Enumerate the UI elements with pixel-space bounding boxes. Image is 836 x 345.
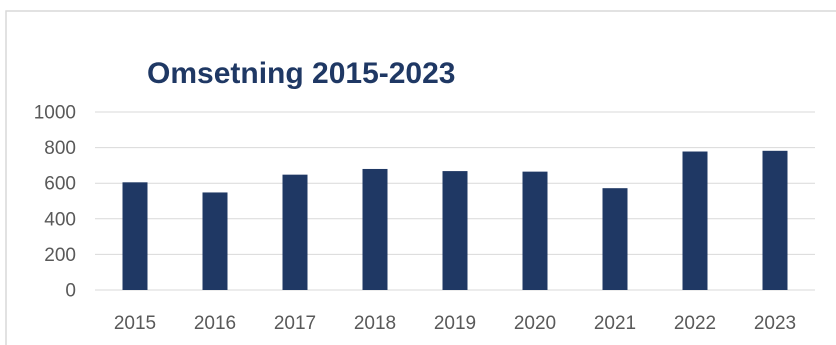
- x-axis-tick-labels: 2015 2016 2017 2018 2019 2020 2021 2022 2023: [114, 313, 796, 334]
- bars: [122, 150, 788, 290]
- y-tick-label: 600: [44, 174, 76, 195]
- y-tick-label: 1000: [34, 103, 76, 124]
- chart-title: Omsetning 2015-2023: [147, 57, 455, 90]
- y-tick-label: 800: [44, 138, 76, 159]
- bar-2022: [682, 151, 708, 290]
- bar-2023: [762, 150, 788, 290]
- bar-2017: [282, 174, 308, 290]
- y-tick-label: 400: [44, 209, 76, 230]
- y-tick-label: 200: [44, 245, 76, 266]
- bar-2016: [202, 192, 228, 290]
- chart-frame-border: [5, 10, 836, 345]
- x-tick-label: 2020: [514, 313, 556, 334]
- bar-2020: [522, 171, 548, 290]
- x-tick-label: 2021: [594, 313, 636, 334]
- x-tick-label: 2023: [754, 313, 796, 334]
- bar-2021: [602, 188, 628, 290]
- y-axis-tick-labels: 0 200 400 600 800 1000: [34, 103, 76, 302]
- x-tick-label: 2016: [194, 313, 236, 334]
- bar-2015: [122, 182, 148, 290]
- x-tick-label: 2015: [114, 313, 156, 334]
- bar-2018: [362, 168, 388, 290]
- x-tick-label: 2018: [354, 313, 396, 334]
- bar-2019: [442, 171, 468, 290]
- y-tick-label: 0: [65, 281, 76, 302]
- x-tick-label: 2022: [674, 313, 716, 334]
- x-tick-label: 2019: [434, 313, 476, 334]
- x-tick-label: 2017: [274, 313, 316, 334]
